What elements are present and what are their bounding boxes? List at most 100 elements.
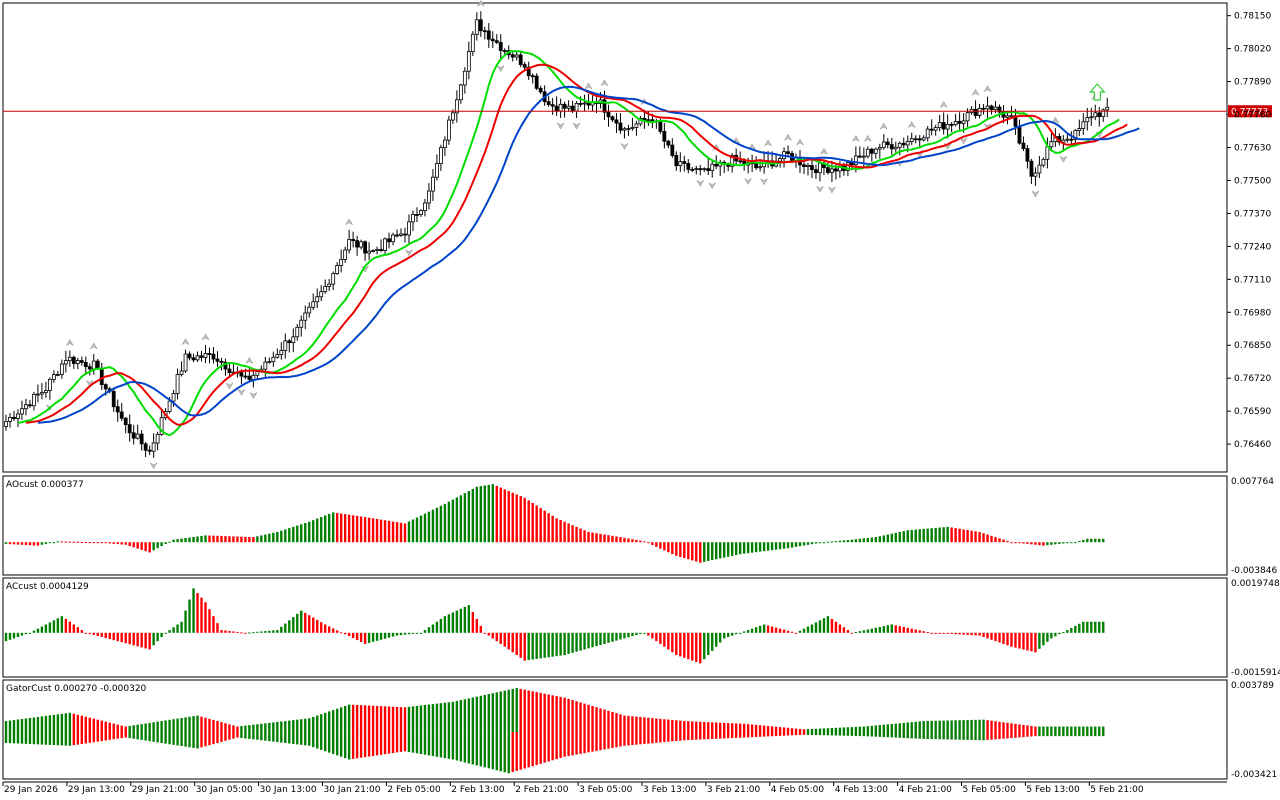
- ac-bar: [726, 632, 730, 637]
- ao-bar: [387, 520, 391, 543]
- gator-lower-bar: [459, 732, 463, 762]
- candle-body: [183, 353, 188, 372]
- candle-body: [554, 105, 559, 112]
- candle-body: [255, 371, 260, 376]
- gator-upper-bar: [228, 724, 231, 733]
- gator-lower-bar: [683, 732, 686, 741]
- ao-bar: [667, 542, 670, 553]
- gator-lower-bar: [866, 732, 870, 737]
- ac-bar: [68, 621, 72, 633]
- gator-lower-bar: [120, 732, 123, 739]
- gator-upper-bar: [639, 717, 642, 733]
- candle-body: [139, 433, 144, 445]
- candle-body: [1081, 121, 1086, 129]
- gator-upper-bar: [320, 714, 323, 733]
- candle-body: [28, 404, 32, 407]
- ao-bar: [248, 536, 251, 543]
- gator-lower-bar: [846, 732, 850, 736]
- gator-lower-bar: [551, 732, 554, 761]
- ac-bar: [982, 632, 985, 637]
- y-tick-label: 0.77500: [1234, 176, 1271, 186]
- gator-upper-bar: [914, 721, 917, 733]
- gator-lower-bar: [363, 732, 367, 758]
- candle-body: [175, 374, 180, 394]
- gator-upper-bar: [40, 716, 44, 733]
- gator-upper-bar: [758, 725, 762, 733]
- ac-bar: [256, 631, 259, 633]
- candle-body: [4, 420, 8, 427]
- candle-body: [802, 164, 806, 167]
- ac-bar: [1010, 632, 1013, 647]
- ac-bar: [519, 632, 522, 658]
- ac-bar: [351, 632, 355, 639]
- ao-bar: [44, 542, 48, 544]
- gator-upper-bar: [519, 688, 522, 733]
- ac-bar: [527, 632, 530, 661]
- ac-bar: [196, 593, 199, 633]
- gator-upper-bar: [459, 700, 463, 733]
- gator-lower-bar: [64, 732, 68, 746]
- gator-lower-bar: [12, 732, 16, 744]
- ac-bar: [515, 632, 518, 656]
- gator-lower-bar: [272, 732, 275, 742]
- candle-body: [247, 375, 252, 380]
- ac-bar: [1006, 632, 1009, 646]
- gator-upper-bar: [523, 689, 526, 733]
- ac-bar: [128, 632, 131, 645]
- candle-body: [303, 312, 308, 321]
- ac-bar: [958, 632, 961, 635]
- gator-upper-bar: [152, 722, 155, 733]
- ac-bar: [176, 624, 179, 633]
- ao-bar: [946, 526, 949, 543]
- ao-bar: [962, 529, 965, 543]
- ac-bar: [890, 624, 893, 633]
- ao-bar: [80, 541, 84, 543]
- ac-bar: [539, 632, 542, 659]
- candle-body: [582, 102, 587, 105]
- buy-arrow-icon: [1088, 83, 1106, 101]
- ao-bar: [1030, 542, 1033, 545]
- ao-bar: [679, 542, 682, 557]
- gator-upper-bar: [471, 697, 475, 733]
- candle-body: [119, 411, 124, 419]
- gator-upper-bar: [551, 695, 554, 733]
- ao-bar: [531, 502, 534, 543]
- fractal-down-marker: [556, 122, 565, 130]
- ac-bar: [52, 620, 56, 633]
- candle-body: [1037, 164, 1042, 174]
- ac-bar: [407, 632, 411, 635]
- ao-bar: [40, 542, 44, 545]
- ac-bar: [1022, 632, 1025, 650]
- ac-bar: [715, 632, 718, 647]
- gator-lower-bar: [942, 732, 945, 740]
- gator-lower-bar: [1026, 732, 1029, 737]
- gator-lower-bar: [982, 732, 985, 741]
- candle-body: [925, 128, 930, 139]
- gator-lower-bar: [359, 732, 363, 758]
- gator-upper-bar: [990, 720, 993, 733]
- candle-body: [534, 75, 539, 89]
- gator-upper-bar: [535, 692, 538, 733]
- gator-lower-bar: [874, 732, 878, 737]
- ao-bar: [567, 523, 570, 543]
- ao-bar: [140, 542, 143, 550]
- gator-upper-bar: [978, 719, 981, 733]
- ao-bar: [363, 517, 367, 543]
- ac-bar: [639, 632, 642, 634]
- gator-lower-bar: [415, 732, 419, 754]
- x-tick-label: 29 Jan 2026: [4, 785, 58, 795]
- ao-bar: [335, 512, 339, 543]
- ao-bar: [862, 538, 866, 543]
- ac-panel-frame: [2, 577, 1228, 678]
- ao-bar: [495, 485, 498, 543]
- x-tick-label: 5 Feb 05:00: [963, 785, 1017, 795]
- gator-upper-bar: [264, 723, 267, 733]
- ac-bar: [383, 632, 387, 639]
- gator-lower-bar: [930, 732, 933, 740]
- candle-body: [83, 361, 88, 368]
- gator-upper-bar: [451, 701, 455, 733]
- gator-upper-bar: [515, 688, 518, 733]
- ac-bar: [240, 632, 243, 634]
- ao-bar: [635, 539, 638, 543]
